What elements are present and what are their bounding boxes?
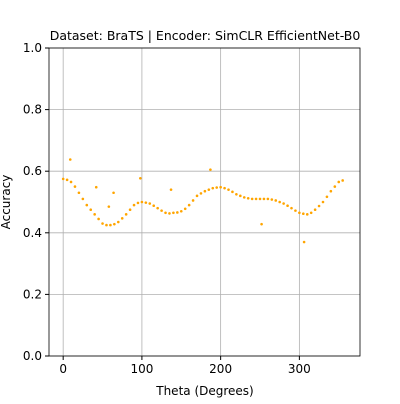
point [231,190,234,194]
plot-frame [48,47,361,357]
point [81,197,85,201]
point [258,197,262,201]
point [97,217,100,221]
point [139,176,142,180]
x-tick-label: 100 [130,362,153,376]
point [156,206,159,210]
point [179,209,183,213]
point [195,194,199,198]
point [329,189,333,193]
x-tick-label: 300 [288,362,311,376]
point [68,158,72,161]
point [317,204,321,208]
point [298,211,301,215]
point [290,206,293,210]
point [321,200,325,204]
point [120,217,124,220]
point [337,180,341,184]
point [333,185,337,188]
point [77,191,81,195]
point [341,179,344,182]
point [325,195,329,199]
point [116,220,120,224]
point [305,213,309,216]
point [235,193,238,196]
point [61,177,65,181]
point [286,204,289,207]
point [164,211,167,215]
point [242,196,246,199]
y-tick-label: 0.0 [23,349,42,363]
y-tick-label: 0.6 [23,164,42,178]
point [203,189,207,193]
point [124,213,128,216]
point [132,203,136,207]
point [274,199,278,202]
point [239,194,242,198]
point [250,197,254,201]
point [211,186,215,190]
point [85,203,89,207]
point [101,222,104,225]
x-tick-label: 0 [59,362,67,376]
point [302,240,306,244]
point [172,211,175,215]
point [246,197,250,200]
point [144,201,148,204]
point [148,202,152,205]
point [89,208,93,211]
point [219,185,222,189]
point [183,207,187,211]
point [260,222,263,226]
point [223,186,226,190]
point [94,185,98,189]
point [215,186,219,189]
point [270,198,274,201]
x-tick-label: 200 [209,362,232,376]
point [93,213,96,216]
point [294,209,297,212]
point [199,192,203,195]
point [73,185,77,188]
point [65,178,69,182]
point [152,204,156,207]
point [266,197,270,201]
point [169,188,173,191]
point [191,199,195,202]
point [278,200,281,204]
y-tick-label: 1.0 [23,41,42,55]
point [302,212,305,216]
point [309,211,313,215]
point [107,205,111,208]
point [113,222,116,226]
y-axis-label: Accuracy [0,175,13,230]
point [140,200,144,204]
point [262,197,266,201]
point [282,202,285,205]
x-axis-label: Theta (Degrees) [155,384,253,398]
chart-title: Dataset: BraTS | Encoder: SimCLR Efficie… [50,28,361,43]
point [112,191,115,195]
point [207,188,211,191]
point [136,201,140,205]
point [128,208,132,211]
point [160,209,163,212]
point [105,223,108,227]
point [176,211,179,214]
point [313,208,317,211]
point [187,203,191,207]
point [254,197,258,201]
point [69,180,73,184]
point [209,168,212,171]
y-tick-label: 0.2 [23,287,42,301]
y-tick-label: 0.8 [23,103,42,117]
point [109,223,112,227]
y-tick-label: 0.4 [23,226,42,240]
point [227,188,230,191]
point [168,212,171,215]
